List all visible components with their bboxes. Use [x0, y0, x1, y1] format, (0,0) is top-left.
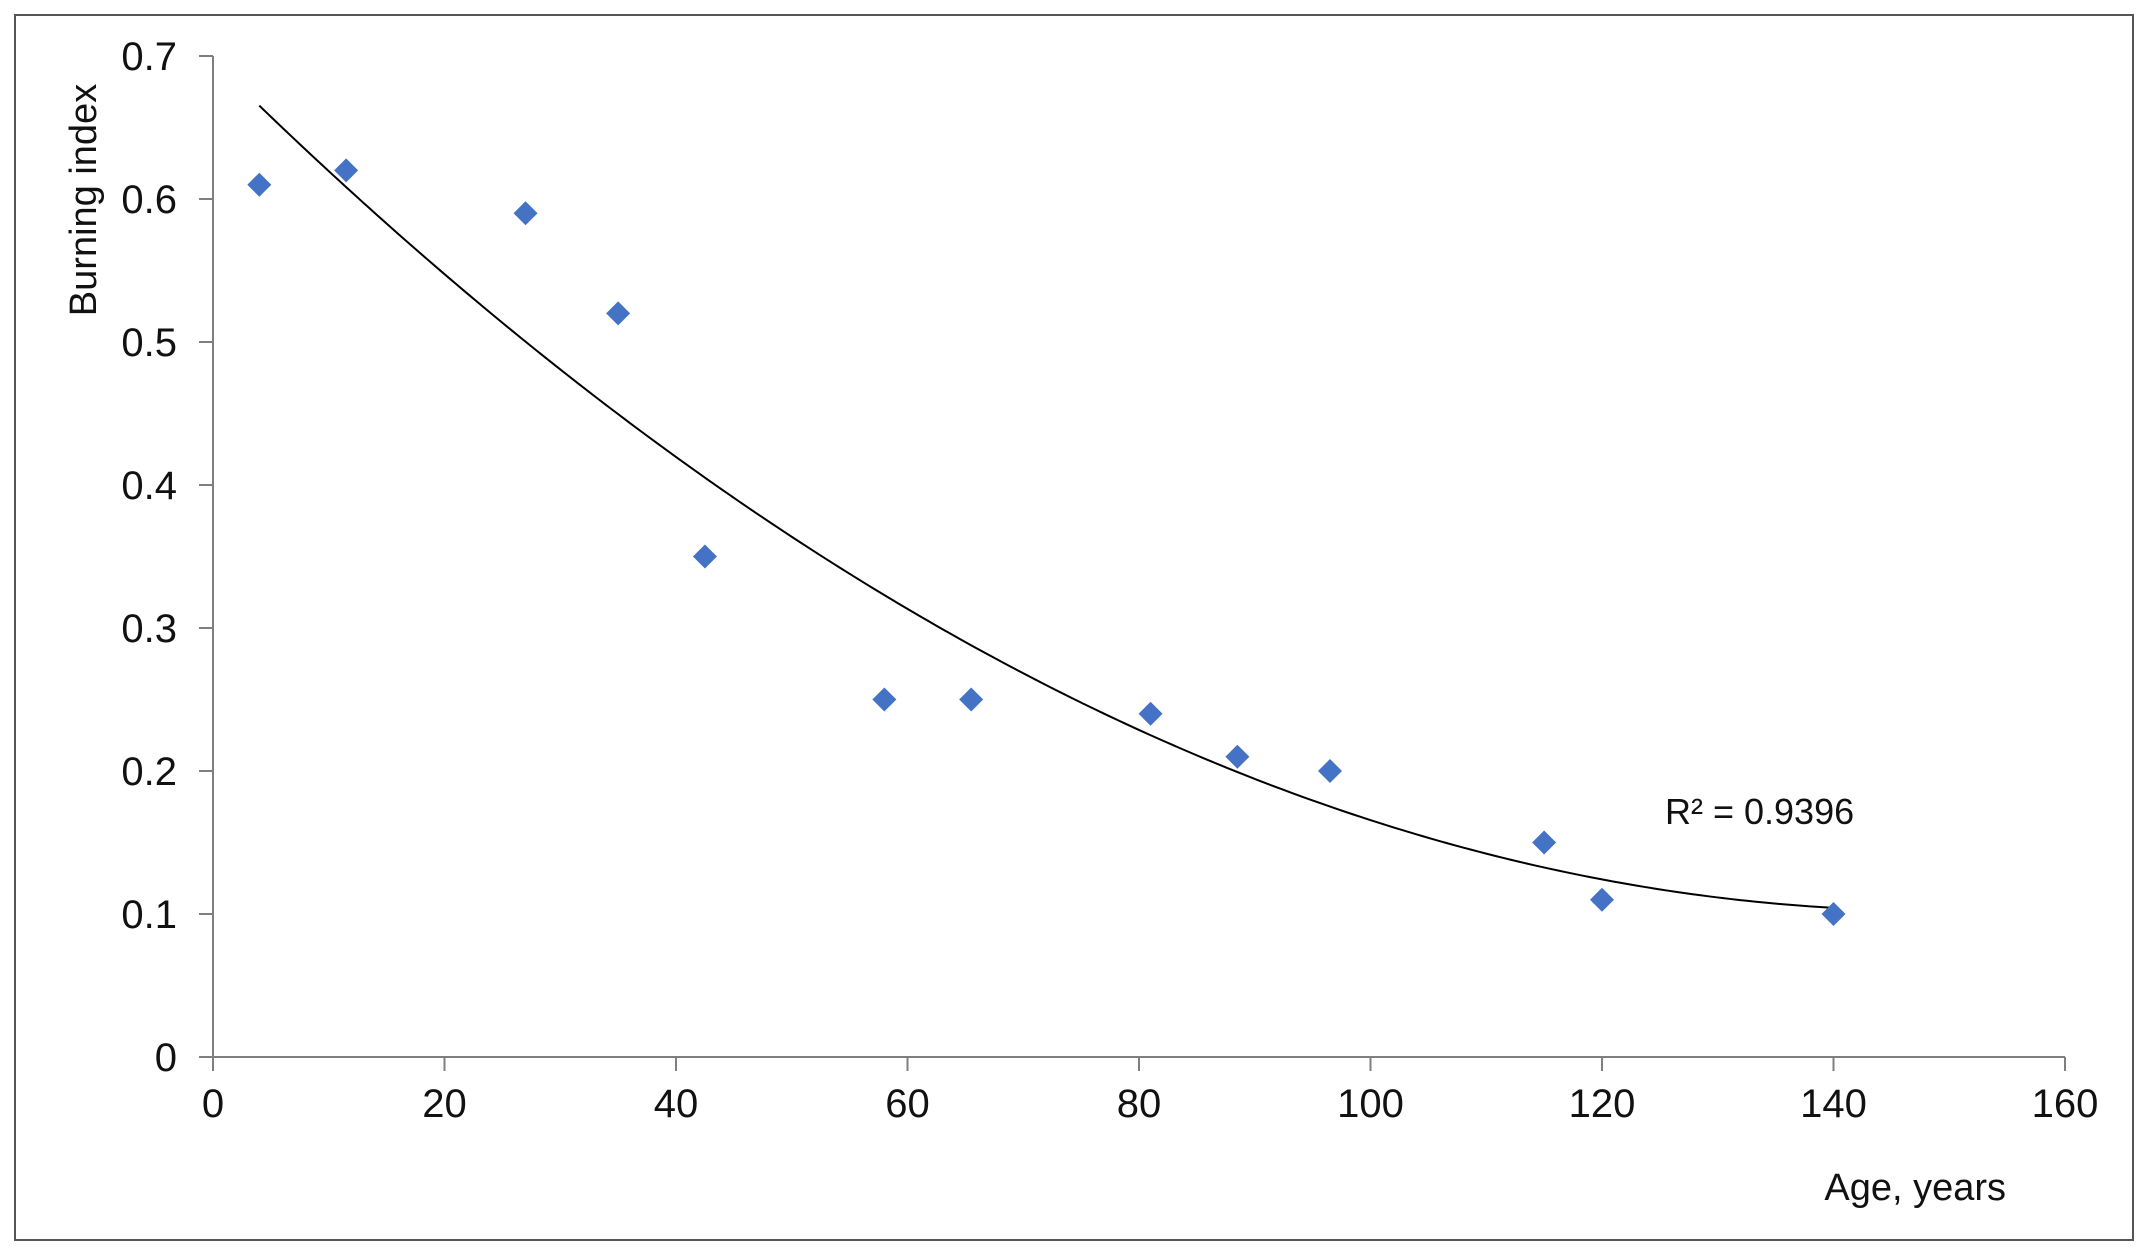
- data-points: [247, 158, 1846, 926]
- x-tick-label: 40: [654, 1082, 699, 1126]
- x-tick-label: 120: [1569, 1082, 1636, 1126]
- trendline: [258, 104, 1834, 909]
- x-tick-label: 60: [885, 1082, 930, 1126]
- data-point: [692, 544, 717, 569]
- r-squared-label: R² = 0.9396: [1665, 791, 1854, 832]
- chart-frame: [14, 14, 2134, 1241]
- y-tick-label: 0.1: [121, 893, 177, 937]
- data-point: [1821, 902, 1846, 926]
- y-axis-ticks: 0 0.1 0.2 0.3 0.4 0.5 0.6 0.7: [121, 35, 213, 1080]
- data-point: [334, 158, 359, 183]
- x-tick-label: 80: [1117, 1082, 1162, 1126]
- y-tick-label: 0.7: [121, 35, 177, 79]
- y-axis-title: Burning index: [63, 84, 105, 316]
- y-tick-label: 0.3: [121, 607, 177, 651]
- y-tick-label: 0.4: [121, 464, 177, 508]
- y-tick-label: 0: [155, 1036, 177, 1080]
- x-tick-label: 100: [1337, 1082, 1404, 1126]
- data-point: [1138, 701, 1163, 726]
- data-point: [1317, 759, 1342, 783]
- data-point: [606, 301, 631, 326]
- data-point: [1532, 830, 1557, 855]
- data-point: [872, 687, 897, 712]
- x-tick-label: 160: [2032, 1082, 2099, 1126]
- x-tick-label: 0: [202, 1082, 224, 1126]
- y-tick-label: 0.2: [121, 750, 177, 794]
- data-point: [1590, 887, 1614, 912]
- data-point: [959, 687, 984, 712]
- y-tick-label: 0.5: [121, 321, 177, 365]
- x-axis-title: Age, years: [1824, 1167, 2006, 1209]
- y-tick-label: 0.6: [121, 178, 177, 222]
- data-point: [247, 172, 272, 197]
- axes: 0 20 40 60 80 100 120 140 160 0 0.1 0.2 0.3 0.4 0.5 0.…: [121, 35, 2098, 1126]
- data-point: [513, 201, 538, 226]
- x-tick-label: 140: [1800, 1082, 1867, 1126]
- data-point: [1225, 744, 1250, 769]
- x-axis-ticks: 0 20 40 60 80 100 120 140 160: [202, 1057, 2099, 1126]
- x-tick-label: 20: [422, 1082, 467, 1126]
